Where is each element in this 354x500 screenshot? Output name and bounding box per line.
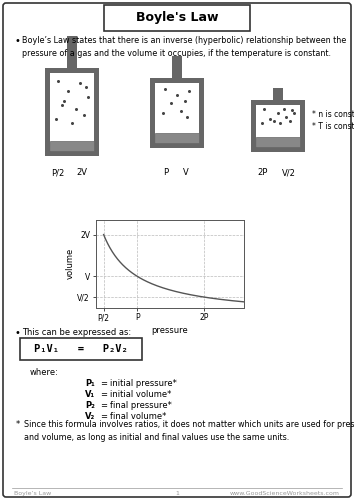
Text: P₁: P₁ [85, 379, 95, 388]
Text: =: = [100, 401, 107, 410]
Text: =: = [100, 412, 107, 421]
Bar [273, 88, 283, 105]
Bar [150, 78, 155, 148]
Text: * T is constant: * T is constant [312, 122, 354, 131]
Text: Boyle’s Law: Boyle’s Law [14, 491, 51, 496]
Text: V₁: V₁ [85, 390, 95, 399]
Bar [300, 100, 305, 152]
Bar [251, 100, 256, 152]
Text: * n is constant: * n is constant [312, 110, 354, 119]
Text: where:: where: [30, 368, 59, 377]
Text: 2P: 2P [258, 168, 268, 177]
Text: P: P [164, 168, 169, 177]
Text: *: * [16, 420, 20, 429]
FancyBboxPatch shape [104, 5, 250, 31]
Bar [155, 83, 199, 133]
Text: V/2: V/2 [282, 168, 296, 177]
Text: Boyle’s Law states that there is an inverse (hyperbolic) relationship between th: Boyle’s Law states that there is an inve… [22, 36, 346, 58]
Bar [256, 137, 300, 147]
Text: Since this formula involves ratios, it does not matter which units are used for : Since this formula involves ratios, it d… [24, 420, 354, 442]
Text: This can be expressed as:: This can be expressed as: [22, 328, 131, 337]
Bar [45, 68, 99, 73]
Text: V: V [183, 168, 189, 177]
Text: P₂: P₂ [85, 401, 95, 410]
Text: =: = [100, 379, 107, 388]
Text: •: • [14, 36, 20, 46]
Bar [155, 133, 199, 143]
Text: final pressure*: final pressure* [110, 401, 172, 410]
Bar [251, 147, 305, 152]
Bar [45, 68, 50, 156]
Text: 1: 1 [175, 491, 179, 496]
X-axis label: pressure: pressure [152, 326, 188, 335]
Bar [45, 151, 99, 156]
Text: initial volume*: initial volume* [110, 390, 171, 399]
Text: Boyle's Law: Boyle's Law [136, 12, 218, 24]
Text: www.GoodScienceWorksheets.com: www.GoodScienceWorksheets.com [230, 491, 340, 496]
Bar [67, 36, 77, 73]
Y-axis label: volume: volume [65, 248, 75, 280]
Bar [94, 68, 99, 156]
Text: P₁V₁   =   P₂V₂: P₁V₁ = P₂V₂ [34, 344, 128, 354]
Text: =: = [100, 390, 107, 399]
Text: P/2: P/2 [51, 168, 65, 177]
Bar [256, 105, 300, 137]
Text: V₂: V₂ [85, 412, 95, 421]
Bar [50, 73, 94, 141]
Bar [172, 56, 182, 83]
Text: •: • [14, 328, 20, 338]
Bar [251, 100, 305, 105]
Bar [150, 143, 204, 148]
Text: initial pressure*: initial pressure* [110, 379, 177, 388]
Bar [199, 78, 204, 148]
Bar [50, 141, 94, 151]
Bar [150, 78, 204, 83]
Text: final volume*: final volume* [110, 412, 166, 421]
Text: 2V: 2V [76, 168, 87, 177]
FancyBboxPatch shape [3, 3, 351, 497]
FancyBboxPatch shape [20, 338, 142, 360]
